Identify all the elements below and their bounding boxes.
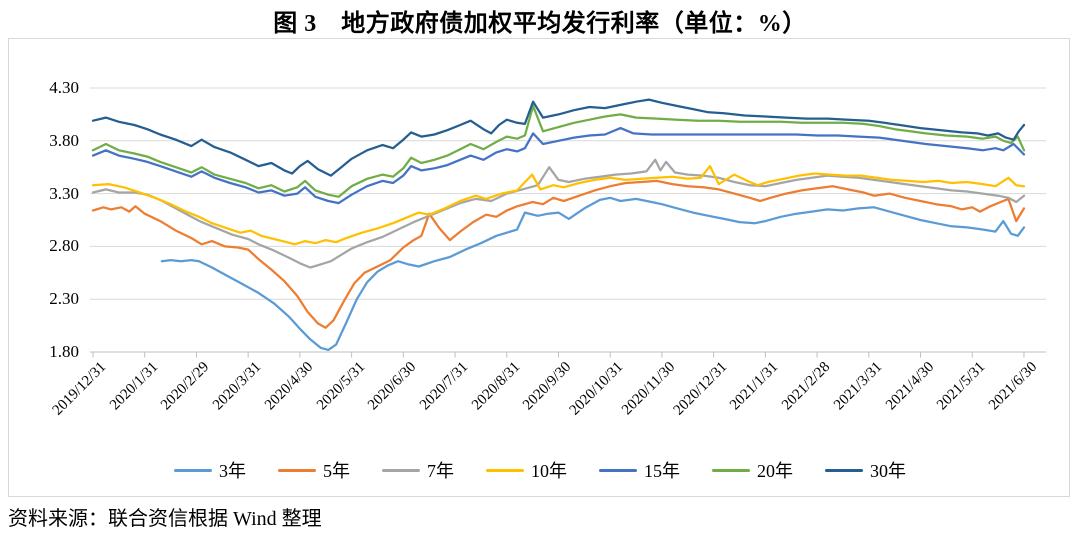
legend-item-3y: 3年 — [174, 457, 246, 483]
series-line-7y — [91, 158, 1026, 269]
legend-swatch-3y — [174, 468, 212, 472]
legend-swatch-10y — [486, 468, 524, 472]
legend-swatch-7y — [382, 468, 420, 472]
legend-label-20y: 20年 — [757, 461, 793, 481]
legend-item-30y: 30年 — [825, 457, 906, 483]
legend-item-7y: 7年 — [382, 457, 454, 483]
legend-label-3y: 3年 — [219, 461, 246, 481]
y-tick-label: 2.80 — [49, 236, 79, 256]
series-line-30y — [91, 98, 1026, 177]
y-tick-label: 3.80 — [49, 130, 79, 150]
legend-label-15y: 15年 — [644, 461, 680, 481]
legend-swatch-15y — [599, 468, 637, 472]
source-note: 资料来源：联合资信根据 Wind 整理 — [8, 508, 322, 530]
y-tick-label: 2.30 — [49, 289, 79, 309]
chart-legend: 3年 5年 7年 10年 15年 20年 30年 — [0, 457, 1080, 483]
series-line-15y — [91, 126, 1026, 205]
legend-label-10y: 10年 — [531, 461, 567, 481]
legend-label-5y: 5年 — [323, 461, 350, 481]
chart-title: 图 3 地方政府债加权平均发行利率（单位：%） — [273, 11, 807, 37]
legend-swatch-5y — [278, 468, 316, 472]
series-line-5y — [91, 179, 1026, 329]
chart-frame — [8, 38, 1070, 497]
legend-item-10y: 10年 — [486, 457, 567, 483]
legend-swatch-30y — [825, 468, 863, 472]
legend-label-30y: 30年 — [870, 461, 906, 481]
legend-swatch-20y — [712, 468, 750, 472]
legend-item-20y: 20年 — [712, 457, 793, 483]
series-line-10y — [91, 164, 1026, 246]
y-tick-label: 4.30 — [49, 78, 79, 97]
legend-item-5y: 5年 — [278, 457, 350, 483]
y-tick-label: 3.30 — [49, 183, 79, 203]
legend-item-15y: 15年 — [599, 457, 680, 483]
y-tick-label: 1.80 — [49, 342, 79, 361]
series-line-20y — [91, 104, 1026, 198]
series-line-3y — [160, 196, 1026, 352]
legend-label-7y: 7年 — [427, 461, 454, 481]
